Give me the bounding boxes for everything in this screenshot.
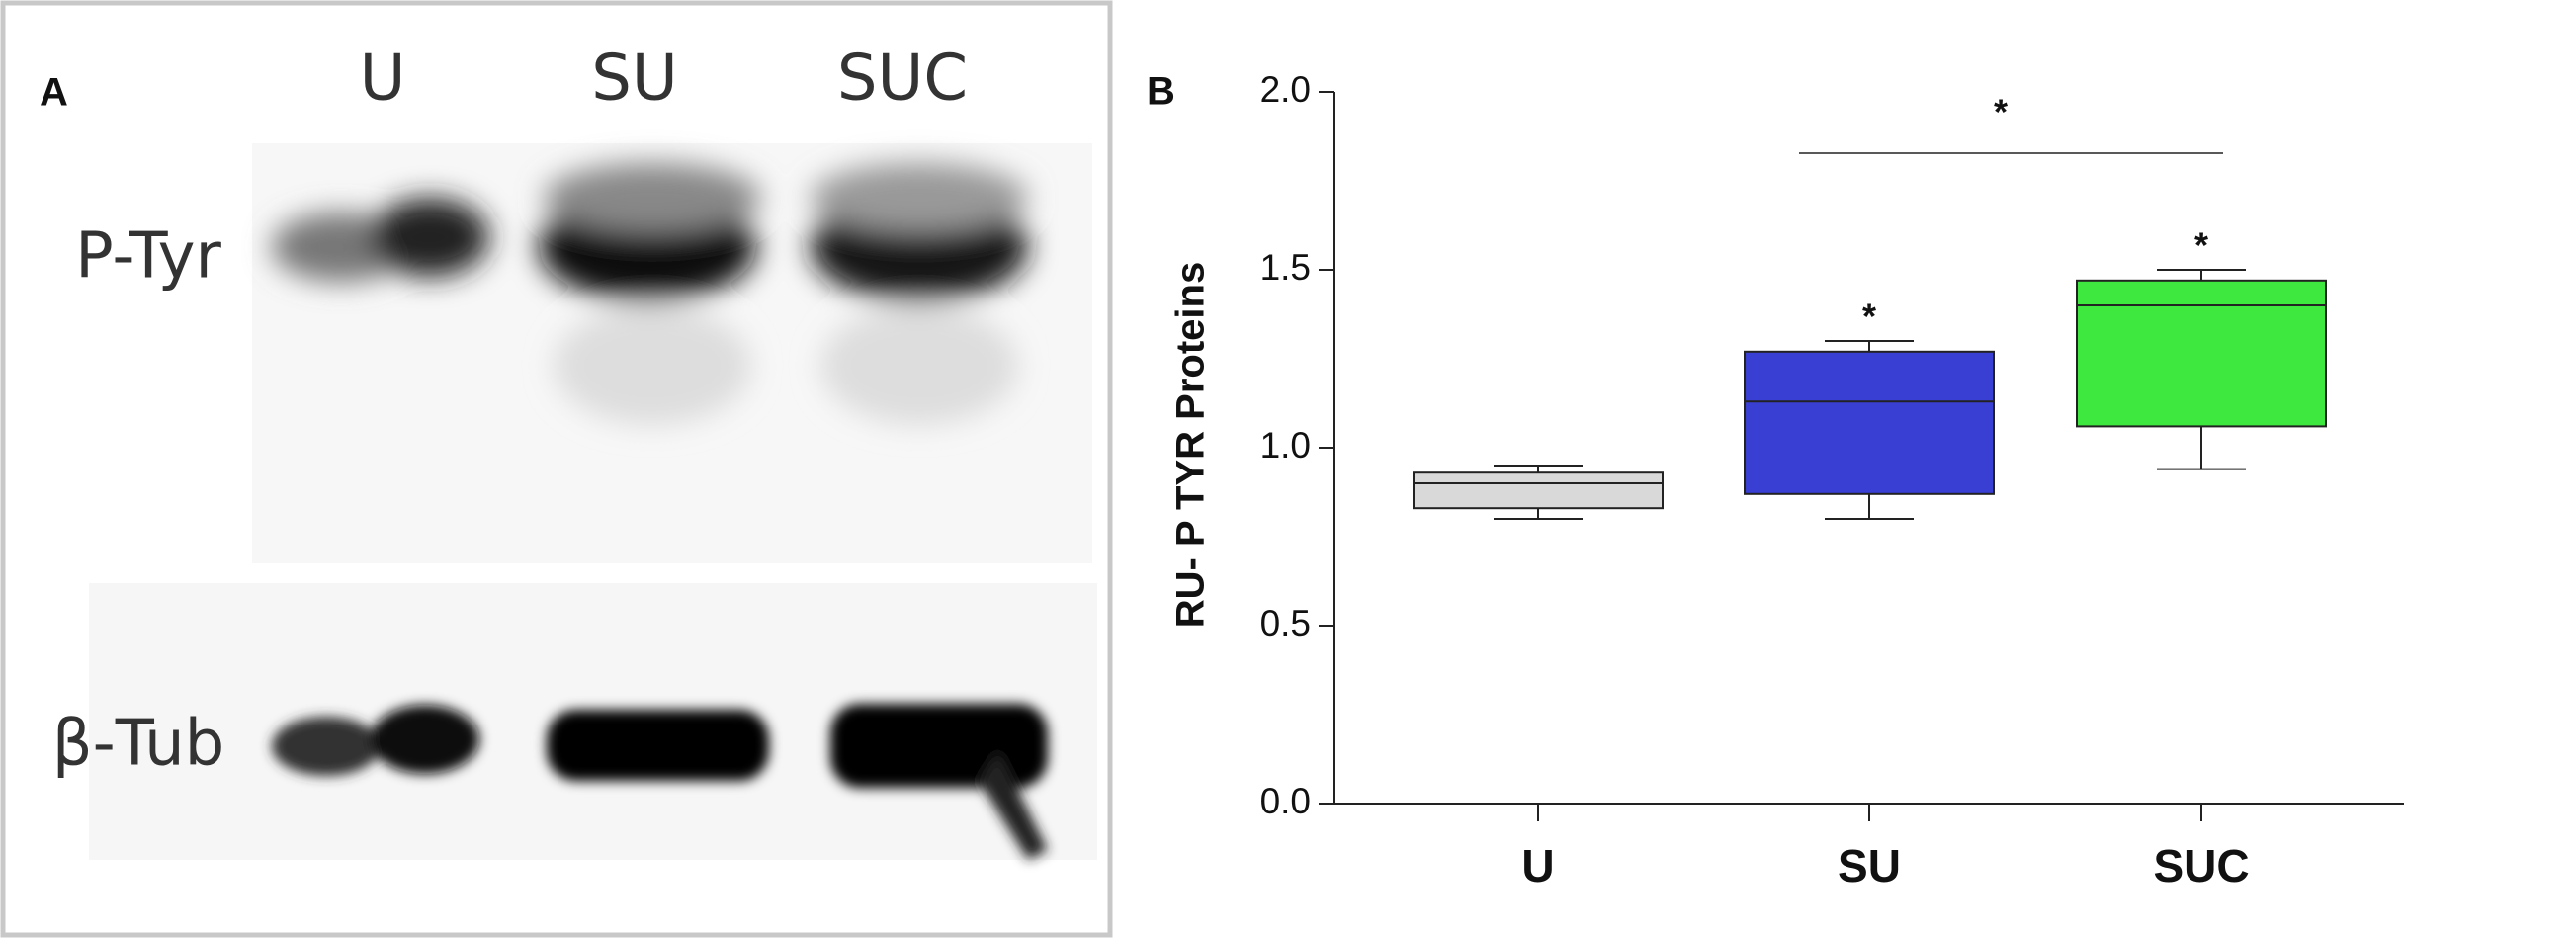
x-tick-label: U [1521,840,1554,892]
blot-bands [272,163,1028,425]
y-tick-label: 1.5 [1260,247,1311,288]
panel-label: A [40,71,68,115]
lane-label: SUC [837,43,968,116]
significance-star: * [2194,225,2208,266]
x-tick-label: SUC [2153,840,2249,892]
blot-bands [272,704,1048,860]
row-label: P-Tyr [75,220,221,294]
lane-label: U [360,43,406,116]
y-tick-label: 0.0 [1260,781,1311,821]
lane-label: SU [591,43,677,116]
row-label: β-Tub [52,708,225,781]
box [2076,279,2327,428]
y-tick-label: 1.0 [1260,425,1311,466]
y-axis-label: RU- P TYR Proteins [1169,262,1213,628]
y-tick-label: 0.5 [1260,603,1311,643]
significance-star: * [1862,297,1876,337]
y-tick-label: 2.0 [1260,69,1311,110]
box [1744,350,1995,495]
x-tick-label: SU [1838,840,1901,892]
panel-label: B [1147,70,1175,114]
box [1413,471,1664,510]
significance-star: * [1994,92,2008,132]
